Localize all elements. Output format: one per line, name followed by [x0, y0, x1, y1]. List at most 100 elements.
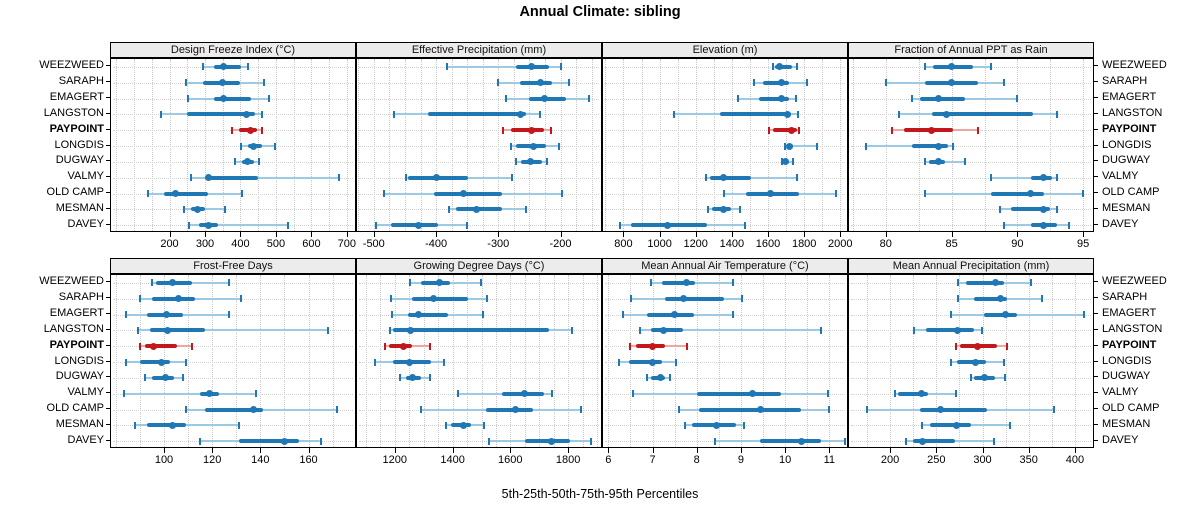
median-dot-dugway: [244, 158, 252, 166]
row-guideline: [605, 362, 845, 363]
whisker-cap-right: [559, 63, 562, 71]
whisker-cap-right: [550, 126, 553, 134]
y-tick-right: [1094, 423, 1098, 425]
whisker-cap-right: [268, 95, 271, 102]
median-dot-saraph: [537, 79, 545, 87]
gridline-vertical: [311, 59, 313, 231]
whisker-cap-right: [182, 374, 185, 382]
median-dot-weezweed: [775, 63, 783, 71]
median-dot-dugway: [657, 374, 664, 382]
median-dot-mesman: [1040, 205, 1048, 213]
x-tick-mark: [829, 448, 831, 453]
median-dot-mesman: [193, 205, 201, 213]
whisker-cap-right: [587, 95, 590, 102]
whisker-cap-left: [950, 311, 953, 318]
station-label-right-langston: LANGSTON: [1102, 322, 1163, 335]
whisker-cap-right: [1067, 221, 1070, 229]
station-label-right-davey: DAVEY: [1102, 217, 1139, 230]
x-tick-label: 10: [778, 454, 792, 466]
iqr-bar-davey: [391, 223, 438, 228]
whisker-cap-right: [1006, 342, 1009, 350]
row-guideline: [359, 377, 599, 379]
whisker-cap-left: [182, 205, 185, 213]
gridline-vertical: [366, 275, 367, 447]
whisker-cap-right: [806, 79, 809, 87]
whisker-cap-right: [741, 295, 744, 303]
iqr-bar-old-camp: [485, 407, 534, 412]
station-label-right-dugway: DUGWAY: [1102, 154, 1151, 167]
whisker-cap-left: [230, 126, 233, 134]
whisker-cap-left: [956, 295, 959, 303]
y-tick-left: [106, 223, 110, 225]
whisker-cap-left: [150, 279, 153, 287]
whisker-cap-right: [951, 142, 954, 150]
whisker-cap-left: [866, 406, 868, 413]
y-tick-left: [106, 392, 110, 394]
row-guideline: [359, 98, 599, 100]
iqr-bar-davey: [238, 439, 299, 444]
y-tick-left: [106, 423, 110, 425]
iqr-bar-old-camp: [991, 191, 1044, 196]
whisker-line-longdis: [785, 145, 817, 147]
iqr-bar-weezweed: [213, 64, 241, 69]
median-dot-old-camp: [756, 406, 764, 413]
gridline-vertical: [1074, 275, 1076, 447]
row-guideline: [113, 161, 353, 163]
x-tick-mark: [608, 448, 610, 453]
gridline-vertical: [524, 275, 526, 447]
whisker-cap-left: [639, 326, 642, 334]
whisker-cap-right: [511, 174, 513, 182]
whisker-cap-right: [1055, 110, 1058, 118]
row-guideline: [359, 130, 599, 132]
x-tick-mark: [785, 448, 787, 453]
whisker-cap-right: [668, 374, 671, 382]
whisker-cap-left: [629, 342, 631, 350]
median-dot-dugway: [526, 158, 534, 166]
iqr-bar-langston: [931, 112, 1034, 117]
whisker-cap-left: [444, 421, 447, 429]
x-tick-label: 1400: [440, 454, 465, 466]
row-guideline: [359, 362, 599, 363]
y-tick-right: [1094, 392, 1098, 394]
iqr-bar-weezweed: [775, 64, 793, 69]
whisker-line-mesman: [135, 424, 239, 427]
gridline-vertical: [740, 275, 742, 447]
iqr-bar-langston: [650, 328, 684, 333]
station-label-right-emagert: EMAGERT: [1102, 91, 1157, 103]
x-tick-mark: [936, 448, 938, 453]
panel-strip-fraction-of-annual-ppt-as-rain: Fraction of Annual PPT as Rain: [848, 42, 1094, 58]
x-tick-label: 250: [927, 454, 946, 466]
whisker-cap-right: [539, 110, 541, 118]
whisker-cap-right: [1003, 374, 1006, 382]
whisker-cap-right: [557, 142, 560, 150]
station-label-right-old-camp: OLD CAMP: [1102, 402, 1160, 414]
median-dot-longdis: [158, 358, 166, 366]
gridline-vertical: [495, 275, 497, 447]
gridline-vertical: [452, 275, 454, 447]
whisker-cap-left: [924, 190, 927, 197]
gridline-vertical: [236, 275, 238, 447]
whisker-cap-right: [742, 421, 745, 429]
panel-mean-annual-air-temperature-c: [602, 274, 848, 448]
x-tick-label: 600: [302, 238, 321, 250]
x-tick-mark: [982, 448, 984, 453]
median-dot-valmy: [918, 390, 925, 398]
iqr-bar-mesman: [929, 423, 972, 428]
whisker-line-emagert: [912, 97, 1018, 100]
median-dot-old-camp: [766, 190, 774, 197]
x-tick-mark: [212, 448, 214, 453]
station-label-left-saraph: SARAPH: [58, 291, 104, 304]
median-dot-valmy: [432, 174, 440, 182]
median-dot-dugway: [934, 158, 942, 166]
whisker-cap-right: [820, 326, 823, 334]
whisker-cap-right: [428, 374, 431, 382]
y-tick-right: [1094, 192, 1098, 193]
gridline-vertical: [936, 275, 938, 447]
row-guideline: [359, 161, 599, 163]
whisker-cap-left: [201, 63, 204, 71]
whisker-cap-right: [246, 63, 249, 71]
y-tick-right: [1094, 376, 1098, 378]
whisker-line-valmy: [124, 392, 256, 395]
station-label-right-old-camp: OLD CAMP: [1102, 186, 1160, 198]
row-guideline: [851, 209, 1091, 211]
